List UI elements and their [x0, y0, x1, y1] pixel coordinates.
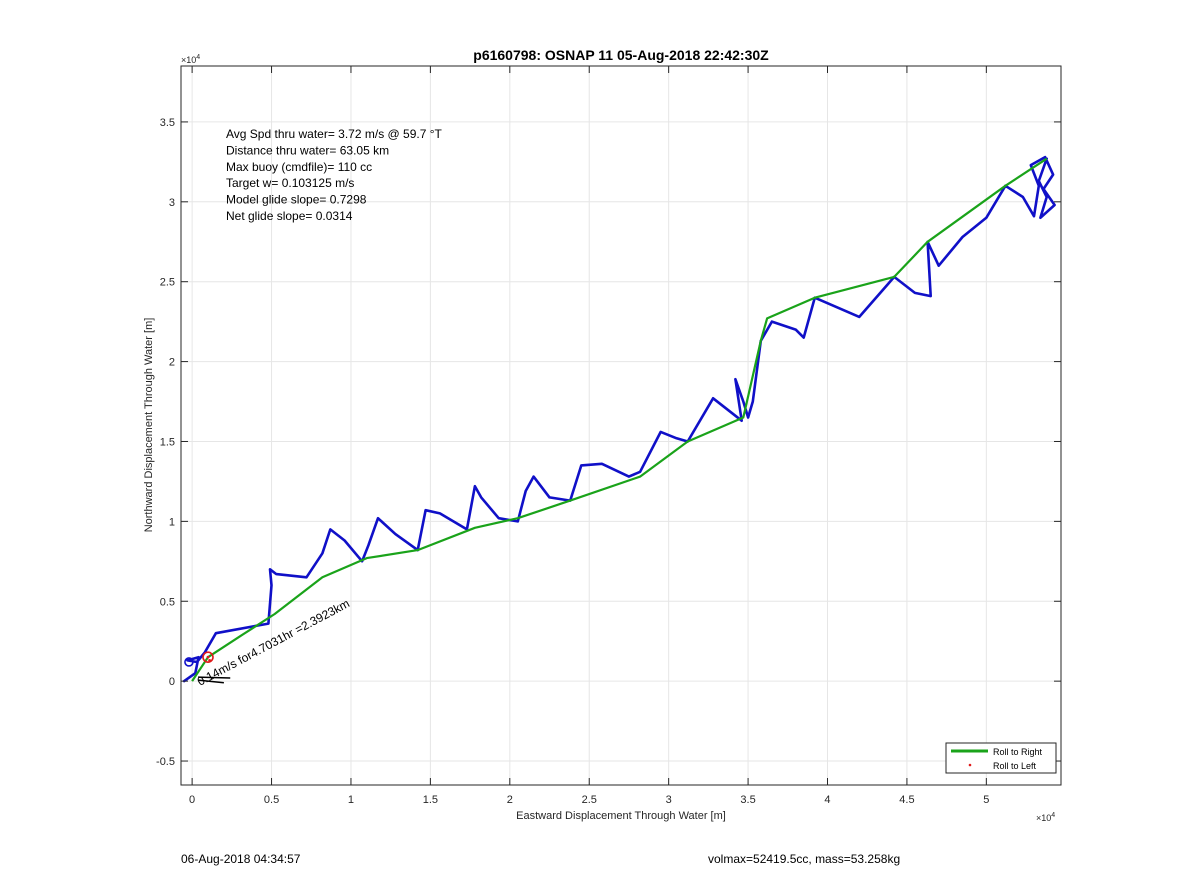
legend-box [945, 742, 1057, 774]
footer-volmax-mass: volmax=52419.5cc, mass=53.258kg [708, 852, 901, 866]
y-tick-label: 3 [169, 197, 175, 209]
y-tick-label: 1.5 [160, 436, 175, 448]
y-tick-label: 0 [169, 676, 175, 688]
info-text-block: Avg Spd thru water= 3.72 m/s @ 59.7 °T Di… [226, 127, 443, 223]
x-tick-label: 4.5 [899, 794, 914, 806]
y-tick-label: 2.5 [160, 277, 175, 289]
vector-annotation: 0.14m/s for4.7031hr =2.3923km [195, 596, 352, 688]
y-tick-label: 0.5 [160, 596, 175, 608]
info-text-line: Avg Spd thru water= 3.72 m/s @ 59.7 °T [226, 127, 443, 141]
x-tick-label: 1.5 [423, 794, 438, 806]
grid [181, 66, 1061, 785]
chart-title: p6160798: OSNAP 11 05-Aug-2018 22:42:30Z [473, 47, 769, 63]
series-track-line [182, 155, 1056, 683]
y-tick-label: 2 [169, 357, 175, 369]
info-text-line: Max buoy (cmdfile)= 110 cc [226, 160, 372, 174]
legend-label-roll-left: Roll to Left [993, 761, 1037, 771]
x-tick-label: 0.5 [264, 794, 279, 806]
x-tick-label: 4 [824, 794, 830, 806]
current-vector [198, 676, 231, 679]
x-tick-label: 2 [507, 794, 513, 806]
current-vector-head [198, 679, 224, 684]
info-text-line: Distance thru water= 63.05 km [226, 143, 389, 157]
start-marker [202, 651, 214, 663]
legend: Roll to Right Roll to Left [945, 742, 1057, 774]
x-tick-label: 5 [983, 794, 989, 806]
x-tick-label: 1 [348, 794, 354, 806]
x-tick-label: 0 [189, 794, 195, 806]
roll-left-point [206, 655, 210, 659]
x-tick-label: 3 [666, 794, 672, 806]
ticks: 0 0.5 1 1.5 2 2.5 3 3.5 4 4.5 5 -0.5 0 0.5 1 1.5 2 2.5 3 3.… [156, 66, 1061, 806]
y-exponent-label: ×104 [181, 54, 200, 65]
legend-label-roll-right: Roll to Right [993, 747, 1043, 757]
x-axis-label: Eastward Displacement Through Water [m] [516, 810, 726, 822]
info-text-line: Net glide slope= 0.0314 [226, 209, 353, 223]
end-marker [184, 657, 194, 667]
y-tick-label: 3.5 [160, 117, 175, 129]
x-tick-label: 2.5 [582, 794, 597, 806]
series-layer [182, 155, 1056, 684]
y-tick-label: 1 [169, 516, 175, 528]
x-tick-label: 3.5 [740, 794, 755, 806]
info-text-line: Model glide slope= 0.7298 [226, 193, 367, 207]
legend-swatch-roll-left [968, 763, 972, 767]
y-axis-label: Northward Displacement Through Water [m] [143, 318, 155, 533]
info-text-line: Target w= 0.103125 m/s [226, 176, 354, 190]
x-exponent-label: ×104 [1036, 812, 1055, 823]
y-tick-label: -0.5 [156, 756, 175, 768]
footer-timestamp: 06-Aug-2018 04:34:57 [181, 852, 301, 866]
series-roll-right-line [191, 157, 1048, 682]
plot-frame [180, 65, 1062, 786]
